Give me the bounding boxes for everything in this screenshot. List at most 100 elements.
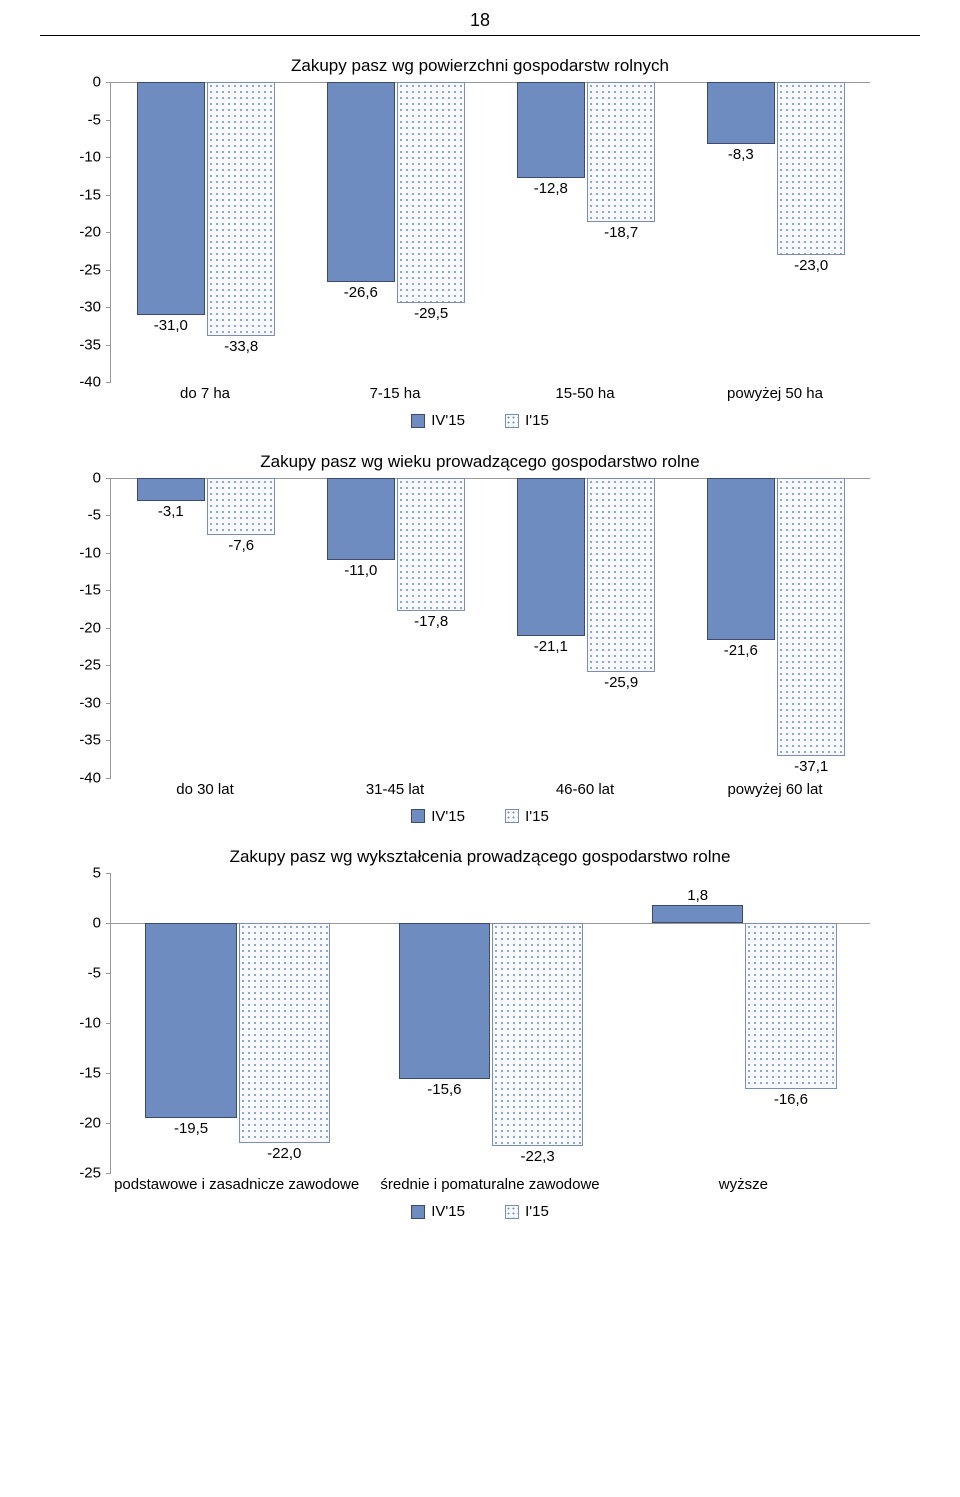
category-label: do 30 lat bbox=[176, 781, 234, 798]
y-tick-mark bbox=[106, 1073, 111, 1074]
y-tick-label: -25 bbox=[61, 657, 101, 674]
bar-value-label: -16,6 bbox=[774, 1091, 808, 1108]
bar-series-b bbox=[207, 478, 275, 535]
y-tick-mark bbox=[106, 195, 111, 196]
bar-series-b bbox=[777, 478, 845, 756]
legend-series-b: I'15 bbox=[505, 412, 549, 429]
category-label: wyższe bbox=[719, 1176, 768, 1193]
y-tick-label: -15 bbox=[61, 1065, 101, 1082]
bar-series-b bbox=[397, 82, 465, 303]
y-tick-label: 0 bbox=[61, 74, 101, 91]
bar-series-b bbox=[397, 478, 465, 612]
y-tick-label: -20 bbox=[61, 1115, 101, 1132]
bar-series-a bbox=[327, 82, 395, 282]
legend-series-b: I'15 bbox=[505, 1203, 549, 1220]
bar-series-b bbox=[745, 923, 836, 1089]
y-tick-label: -35 bbox=[61, 732, 101, 749]
y-tick-label: -25 bbox=[61, 1165, 101, 1182]
bar-value-label: -23,0 bbox=[794, 257, 828, 274]
bar-value-label: -18,7 bbox=[604, 224, 638, 241]
y-tick-mark bbox=[106, 232, 111, 233]
y-tick-label: -30 bbox=[61, 694, 101, 711]
y-tick-mark bbox=[106, 1023, 111, 1024]
bar-value-label: -26,6 bbox=[344, 284, 378, 301]
chart3-plot: 50-5-10-15-20-25-19,5-22,0-15,6-22,31,8-… bbox=[110, 873, 870, 1173]
chart-area-by-education: Zakupy pasz wg wykształcenia prowadząceg… bbox=[60, 847, 900, 1223]
legend-series-a: IV'15 bbox=[411, 412, 465, 429]
bar-series-a bbox=[652, 905, 743, 923]
chart3-category-axis: podstawowe i zasadnicze zawodoweśrednie … bbox=[110, 1173, 870, 1195]
y-tick-mark bbox=[106, 553, 111, 554]
legend-label-b: I'15 bbox=[525, 1203, 549, 1220]
y-tick-label: -35 bbox=[61, 336, 101, 353]
bar-series-a bbox=[137, 478, 205, 501]
bar-series-b bbox=[587, 82, 655, 222]
bar-series-b bbox=[587, 478, 655, 672]
y-tick-mark bbox=[106, 628, 111, 629]
category-label: podstawowe i zasadnicze zawodowe bbox=[114, 1176, 359, 1193]
legend-series-a: IV'15 bbox=[411, 1203, 465, 1220]
bar-value-label: -33,8 bbox=[224, 338, 258, 355]
category-label: 46-60 lat bbox=[556, 781, 614, 798]
category-label: do 7 ha bbox=[180, 385, 230, 402]
y-tick-label: -5 bbox=[61, 111, 101, 128]
legend-label-a: IV'15 bbox=[431, 808, 465, 825]
y-tick-mark bbox=[106, 973, 111, 974]
y-tick-mark bbox=[106, 307, 111, 308]
bar-series-a bbox=[517, 478, 585, 636]
bar-series-b bbox=[777, 82, 845, 255]
bar-value-label: -25,9 bbox=[604, 674, 638, 691]
y-tick-label: -15 bbox=[61, 582, 101, 599]
legend-label-b: I'15 bbox=[525, 412, 549, 429]
category-label: powyżej 50 ha bbox=[727, 385, 823, 402]
chart1-category-axis: do 7 ha 7-15 ha 15-50 ha powyżej 50 ha bbox=[110, 382, 870, 404]
y-tick-mark bbox=[106, 740, 111, 741]
legend-series-a: IV'15 bbox=[411, 808, 465, 825]
bar-value-label: -8,3 bbox=[728, 146, 754, 163]
bar-series-a bbox=[137, 82, 205, 315]
bar-value-label: -37,1 bbox=[794, 758, 828, 775]
bar-value-label: 1,8 bbox=[687, 887, 708, 904]
legend-swatch-solid-icon bbox=[411, 414, 425, 428]
chart2-category-axis: do 30 lat31-45 lat46-60 latpowyżej 60 la… bbox=[110, 778, 870, 800]
y-tick-label: -20 bbox=[61, 224, 101, 241]
category-label: 7-15 ha bbox=[370, 385, 421, 402]
category-label: 15-50 ha bbox=[555, 385, 614, 402]
chart3-title: Zakupy pasz wg wykształcenia prowadząceg… bbox=[60, 847, 900, 867]
y-tick-label: 5 bbox=[61, 865, 101, 882]
page-number: 18 bbox=[0, 0, 960, 35]
page-root: 18 Zakupy pasz wg powierzchni gospodarst… bbox=[0, 0, 960, 1223]
chart2-plot: 0-5-10-15-20-25-30-35-40-3,1-7,6-11,0-17… bbox=[110, 478, 870, 778]
bar-value-label: -22,3 bbox=[520, 1148, 554, 1165]
y-tick-mark bbox=[106, 157, 111, 158]
y-tick-mark bbox=[106, 345, 111, 346]
y-tick-mark bbox=[106, 270, 111, 271]
y-tick-label: -5 bbox=[61, 965, 101, 982]
legend-label-b: I'15 bbox=[525, 808, 549, 825]
legend-label-a: IV'15 bbox=[431, 412, 465, 429]
chart-area-by-size: Zakupy pasz wg powierzchni gospodarstw r… bbox=[60, 56, 900, 432]
chart1-plot: 0-5-10-15-20-25-30-35-40-31,0-33,8-26,6-… bbox=[110, 82, 870, 382]
y-tick-mark bbox=[106, 515, 111, 516]
y-tick-label: -40 bbox=[61, 769, 101, 786]
bar-value-label: -12,8 bbox=[534, 180, 568, 197]
bar-series-a bbox=[327, 478, 395, 561]
y-tick-label: 0 bbox=[61, 915, 101, 932]
bar-value-label: -29,5 bbox=[414, 305, 448, 322]
y-tick-mark bbox=[106, 120, 111, 121]
legend-label-a: IV'15 bbox=[431, 1203, 465, 1220]
legend-swatch-solid-icon bbox=[411, 1205, 425, 1219]
y-tick-mark bbox=[106, 665, 111, 666]
y-tick-label: -30 bbox=[61, 299, 101, 316]
bar-series-a bbox=[707, 478, 775, 640]
bar-value-label: -15,6 bbox=[427, 1081, 461, 1098]
y-tick-label: -25 bbox=[61, 261, 101, 278]
bar-value-label: -22,0 bbox=[267, 1145, 301, 1162]
bar-series-a bbox=[517, 82, 585, 178]
y-tick-mark bbox=[106, 1123, 111, 1124]
chart2-title: Zakupy pasz wg wieku prowadzącego gospod… bbox=[60, 452, 900, 472]
legend-swatch-dots-icon bbox=[505, 809, 519, 823]
legend-swatch-dots-icon bbox=[505, 1205, 519, 1219]
y-tick-label: -5 bbox=[61, 507, 101, 524]
bar-series-a bbox=[707, 82, 775, 144]
